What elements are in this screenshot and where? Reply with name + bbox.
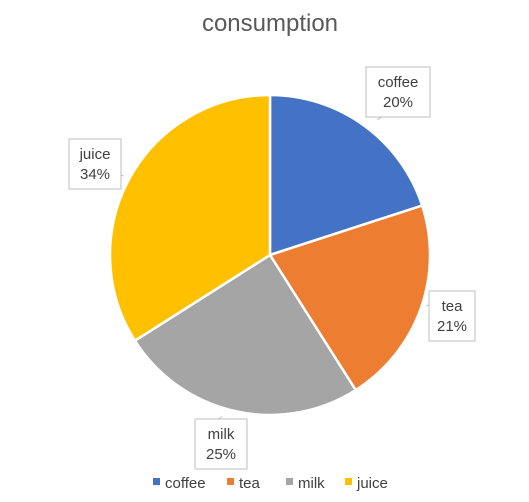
legend-label: juice — [356, 475, 388, 492]
data-label-box — [428, 290, 476, 342]
pie-slice-juice — [108, 93, 272, 342]
data-label-coffee: coffee 20% — [365, 66, 431, 120]
data-label-category: juice — [79, 146, 111, 163]
legend-swatch — [286, 478, 293, 485]
pie-slice-milk — [133, 253, 357, 417]
data-label-category: coffee — [378, 74, 419, 91]
data-label-box — [194, 418, 248, 470]
legend-swatch — [153, 478, 160, 485]
chart-title: consumption — [202, 10, 338, 37]
data-label-pointer — [376, 116, 383, 120]
legend-item-tea: tea — [227, 475, 261, 492]
data-label-pointer — [426, 304, 430, 307]
data-label-value: 34% — [80, 166, 110, 183]
data-label-milk: milk 25% — [194, 416, 248, 470]
legend-label: milk — [298, 475, 325, 492]
data-label-value: 21% — [437, 318, 467, 335]
data-label-value: 25% — [206, 446, 236, 463]
legend-item-juice: juice — [345, 475, 388, 492]
pie-slice-coffee — [268, 93, 424, 257]
data-label-box — [365, 66, 431, 118]
legend-label: coffee — [165, 475, 206, 492]
data-label-category: milk — [208, 426, 235, 443]
data-label-juice: juice 34% — [68, 138, 124, 190]
data-label-value: 20% — [383, 94, 413, 111]
legend-swatch — [345, 478, 352, 485]
data-label-tea: tea 21% — [426, 290, 476, 342]
legend-item-milk: milk — [286, 475, 325, 492]
data-label-box — [68, 138, 122, 190]
pie-slices — [108, 93, 432, 417]
data-label-category: tea — [442, 298, 464, 315]
legend-label: tea — [239, 475, 261, 492]
data-label-pointer — [120, 174, 124, 177]
pie-slice-tea — [268, 204, 432, 392]
data-label-pointer — [217, 416, 223, 420]
legend: coffee tea milk juice — [153, 475, 388, 492]
legend-item-coffee: coffee — [153, 475, 206, 492]
legend-swatch — [227, 478, 234, 485]
data-label-callouts: coffee 20% tea 21% milk 25% juice 34% — [68, 66, 476, 470]
